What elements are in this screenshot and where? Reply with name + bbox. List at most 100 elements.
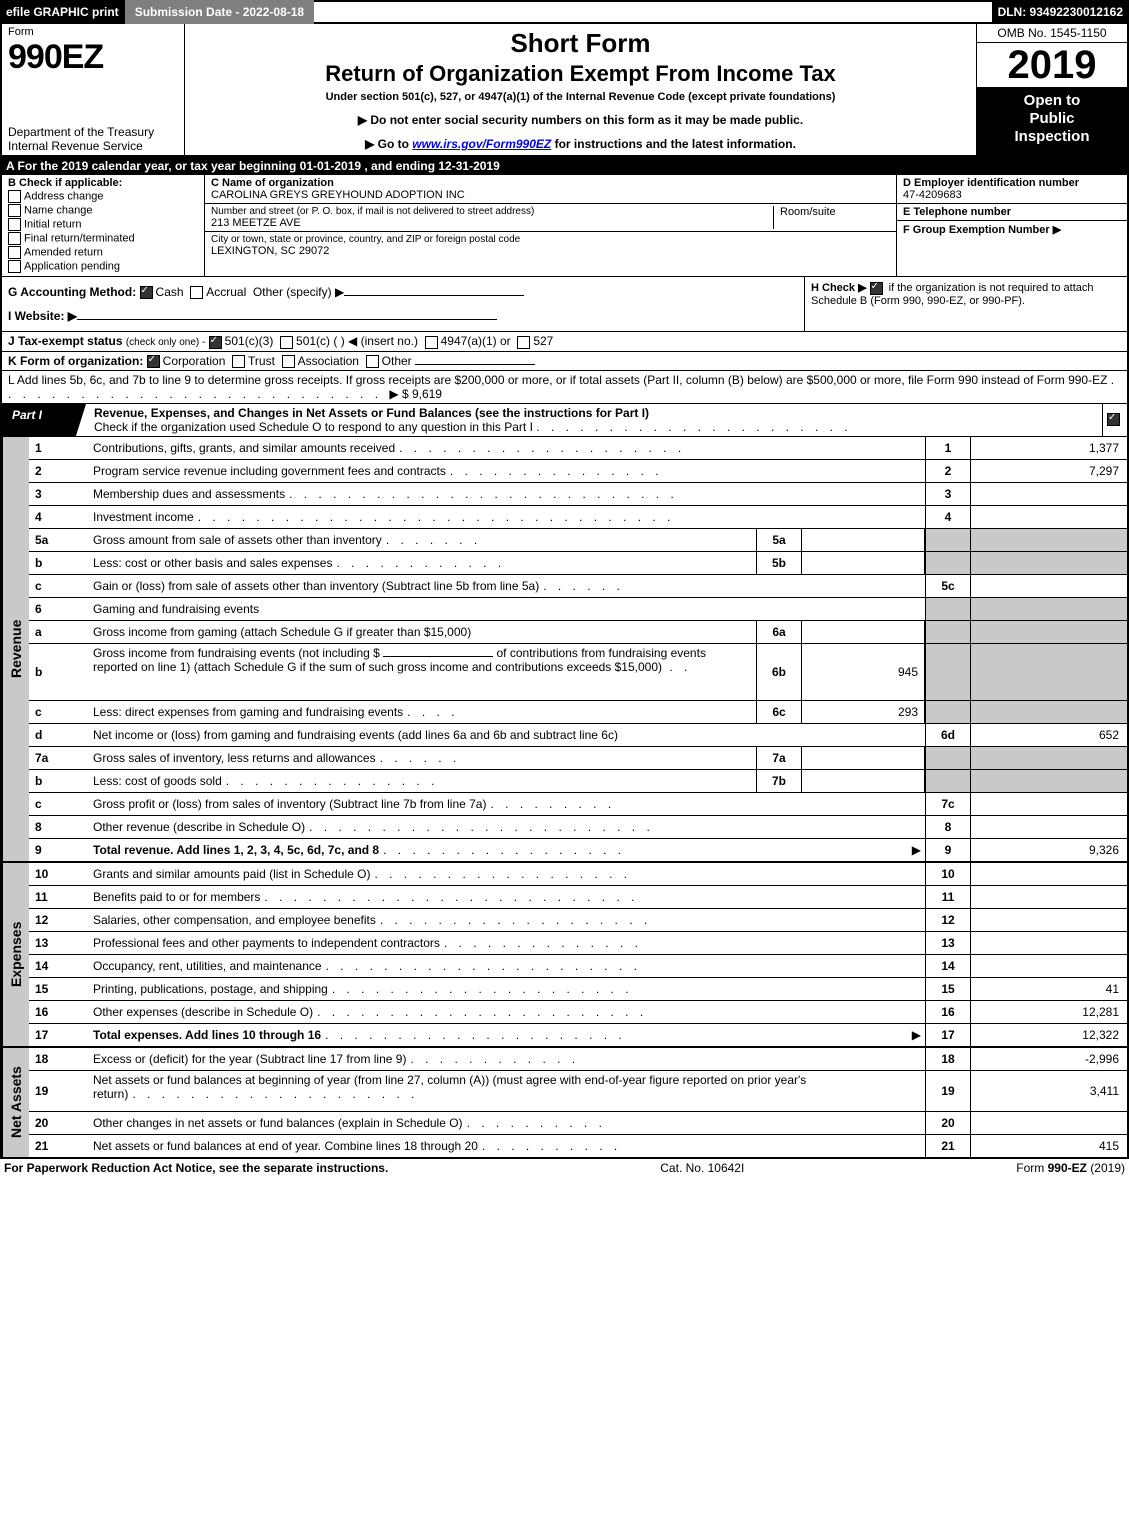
top-bar-spacer <box>314 0 991 24</box>
ln9-desc: Total revenue. Add lines 1, 2, 3, 4, 5c,… <box>93 843 379 857</box>
ln7a-desc: Gross sales of inventory, less returns a… <box>93 751 376 765</box>
ln6c-rval <box>970 701 1127 723</box>
ln10-rbox: 10 <box>925 863 970 885</box>
label-i: I Website: ▶ <box>8 309 77 323</box>
sub-j: (check only one) - <box>126 337 205 348</box>
ln7a-num: 7a <box>29 747 89 769</box>
lbl-501c3: 501(c)(3) <box>225 334 274 348</box>
ln6c-inval: 293 <box>802 701 925 723</box>
chk-assoc[interactable] <box>282 355 295 368</box>
line-a-taxyear: A For the 2019 calendar year, or tax yea… <box>0 157 1129 175</box>
ln3-rbox: 3 <box>925 483 970 505</box>
chk-h[interactable] <box>870 282 883 295</box>
row-l: L Add lines 5b, 6c, and 7b to line 9 to … <box>0 371 1129 404</box>
ln9-num: 9 <box>29 839 89 861</box>
chk-501c[interactable] <box>280 336 293 349</box>
ln5a-rbox <box>925 529 970 551</box>
part1-title-text: Revenue, Expenses, and Changes in Net As… <box>94 406 649 420</box>
ln7b-rbox <box>925 770 970 792</box>
ln12-desc: Salaries, other compensation, and employ… <box>93 913 376 927</box>
part1-header: Part I Revenue, Expenses, and Changes in… <box>0 404 1129 437</box>
form-header: Form 990EZ Department of the Treasury In… <box>0 24 1129 157</box>
ln2-rbox: 2 <box>925 460 970 482</box>
ln7a-rval <box>970 747 1127 769</box>
ln1-num: 1 <box>29 437 89 459</box>
ln21-num: 21 <box>29 1135 89 1157</box>
ln5b-inval <box>802 552 925 574</box>
header-mid: Short Form Return of Organization Exempt… <box>185 24 977 155</box>
ln5b-num: b <box>29 552 89 574</box>
ln7c-num: c <box>29 793 89 815</box>
ln21-val: 415 <box>970 1135 1127 1157</box>
ln2-num: 2 <box>29 460 89 482</box>
ln2-desc: Program service revenue including govern… <box>93 464 446 478</box>
line-8: 8 Other revenue (describe in Schedule O)… <box>29 816 1127 839</box>
ln6c-inbox: 6c <box>756 701 802 723</box>
ln16-desc: Other expenses (describe in Schedule O) <box>93 1005 313 1019</box>
ln18-num: 18 <box>29 1048 89 1070</box>
chk-trust[interactable] <box>232 355 245 368</box>
line-4: 4 Investment income. . . . . . . . . . .… <box>29 506 1127 529</box>
box-b: B Check if applicable: Address change Na… <box>2 175 205 276</box>
ln5a-num: 5a <box>29 529 89 551</box>
line-20: 20 Other changes in net assets or fund b… <box>29 1112 1127 1135</box>
irs-link[interactable]: www.irs.gov/Form990EZ <box>412 137 551 151</box>
ln8-num: 8 <box>29 816 89 838</box>
title-short: Short Form <box>195 28 966 59</box>
ln14-rbox: 14 <box>925 955 970 977</box>
chk-application-pending[interactable]: Application pending <box>8 260 198 273</box>
chk-final-return[interactable]: Final return/terminated <box>8 232 198 245</box>
ln5b-rbox <box>925 552 970 574</box>
ln5b-inbox: 5b <box>756 552 802 574</box>
vtab-revenue: Revenue <box>2 437 29 861</box>
part1-checkbox[interactable] <box>1102 404 1127 436</box>
label-phone: E Telephone number <box>903 206 1011 218</box>
row-city: City or town, state or province, country… <box>205 232 896 259</box>
row-k: K Form of organization: Corporation Trus… <box>0 352 1129 371</box>
footer-mid: Cat. No. 10642I <box>660 1161 744 1175</box>
chk-amended-return[interactable]: Amended return <box>8 246 198 259</box>
row-org-name: C Name of organization CAROLINA GREYS GR… <box>205 175 896 204</box>
chk-initial-return[interactable]: Initial return <box>8 218 198 231</box>
ln10-num: 10 <box>29 863 89 885</box>
ln1-rbox: 1 <box>925 437 970 459</box>
ln21-desc: Net assets or fund balances at end of ye… <box>93 1139 478 1153</box>
line-6d: d Net income or (loss) from gaming and f… <box>29 724 1127 747</box>
line-7c: c Gross profit or (loss) from sales of i… <box>29 793 1127 816</box>
chk-accrual[interactable] <box>190 286 203 299</box>
chk-corp[interactable] <box>147 355 160 368</box>
tax-year: 2019 <box>977 43 1127 88</box>
chk-cash[interactable] <box>140 286 153 299</box>
ln6a-rbox <box>925 621 970 643</box>
ln6c-num: c <box>29 701 89 723</box>
chk-other-org[interactable] <box>366 355 379 368</box>
ln6-num: 6 <box>29 598 89 620</box>
chk-name-change[interactable]: Name change <box>8 204 198 217</box>
goto-pre: ▶ Go to <box>365 137 412 151</box>
form-number: 990EZ <box>8 38 178 77</box>
chk-4947[interactable] <box>425 336 438 349</box>
ln6a-num: a <box>29 621 89 643</box>
ln7a-inbox: 7a <box>756 747 802 769</box>
ln11-val <box>970 886 1127 908</box>
ln4-num: 4 <box>29 506 89 528</box>
ln7c-desc: Gross profit or (loss) from sales of inv… <box>93 797 486 811</box>
row-street: Number and street (or P. O. box, if mail… <box>205 204 896 232</box>
ln6c-rbox <box>925 701 970 723</box>
line-6c: c Less: direct expenses from gaming and … <box>29 701 1127 724</box>
ln7b-rval <box>970 770 1127 792</box>
val-city: LEXINGTON, SC 29072 <box>211 245 520 257</box>
ln15-rbox: 15 <box>925 978 970 1000</box>
lbl-corp: Corporation <box>163 354 226 368</box>
ln13-val <box>970 932 1127 954</box>
lbl-527: 527 <box>533 334 553 348</box>
ln6d-val: 652 <box>970 724 1127 746</box>
ln6b-desc1: Gross income from fundraising events (no… <box>93 646 380 660</box>
ln4-desc: Investment income <box>93 510 194 524</box>
ln6-rbox <box>925 598 970 620</box>
chk-527[interactable] <box>517 336 530 349</box>
ln19-rbox: 19 <box>925 1071 970 1111</box>
chk-address-change[interactable]: Address change <box>8 190 198 203</box>
ln12-val <box>970 909 1127 931</box>
chk-501c3[interactable] <box>209 336 222 349</box>
